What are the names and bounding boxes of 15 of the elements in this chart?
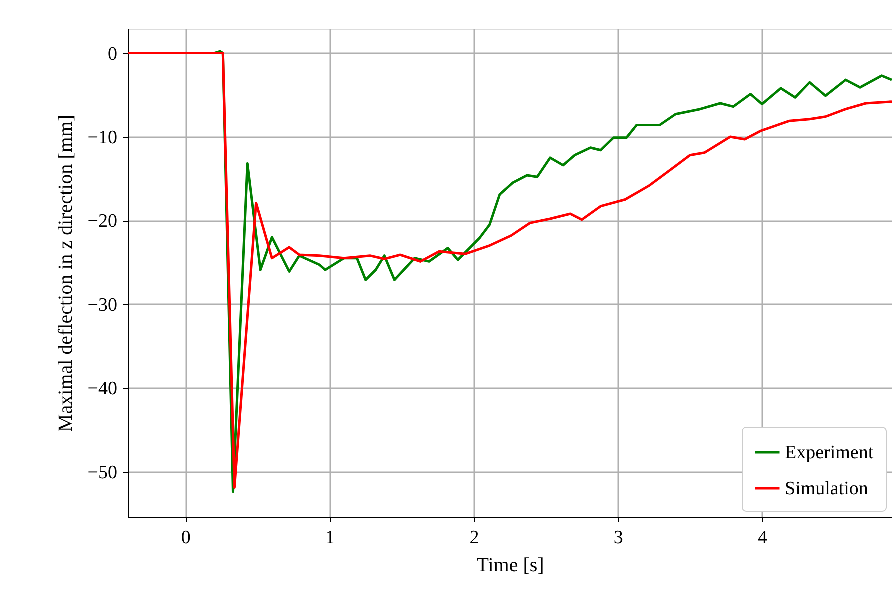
y-tick-label: −50 xyxy=(88,462,118,484)
y-tick-label: 0 xyxy=(108,44,118,65)
legend-label: Simulation xyxy=(785,478,869,500)
y-tick-label: −10 xyxy=(88,127,118,148)
x-tick-label: 0 xyxy=(181,528,191,548)
x-tick-label: 4 xyxy=(758,528,768,548)
y-axis-title: Maximal deflection in z direction [mm] xyxy=(54,114,77,432)
y-tick-label: −30 xyxy=(88,294,118,316)
y-tick-label: −20 xyxy=(88,211,118,232)
legend-label: Experiment xyxy=(785,442,874,464)
x-tick-label: 1 xyxy=(326,528,336,548)
x-tick-label: 3 xyxy=(614,528,624,548)
y-tick-label: −40 xyxy=(88,378,118,400)
x-axis-title: Time [s] xyxy=(476,554,544,576)
x-tick-label: 2 xyxy=(470,528,480,548)
